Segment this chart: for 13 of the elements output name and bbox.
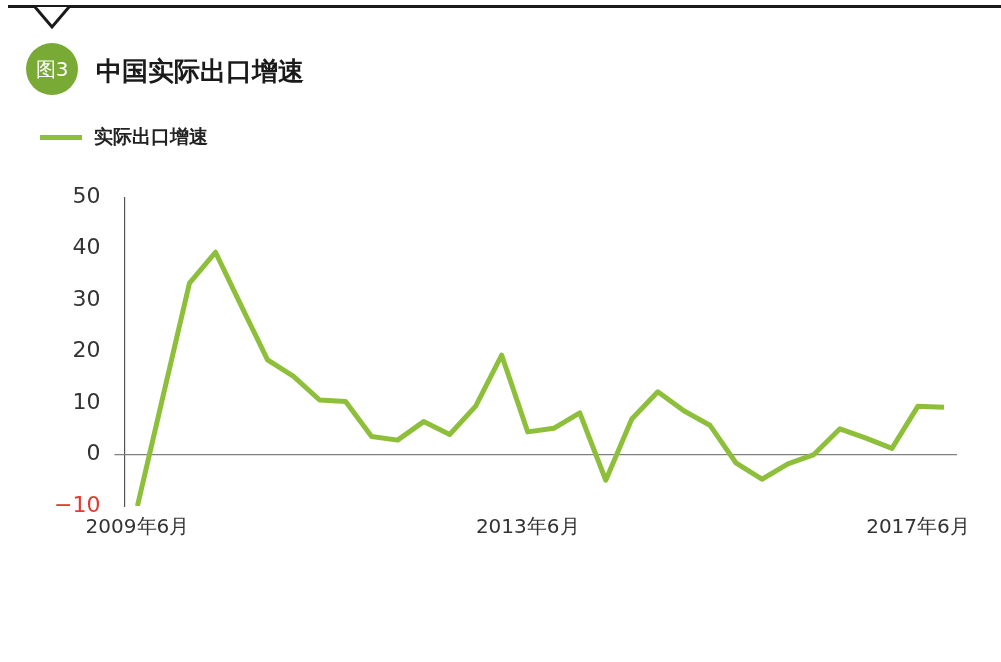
- chart-title: 中国实际出口增速: [96, 55, 304, 88]
- legend-label: 实际出口增速: [94, 124, 208, 149]
- x-tick-label: 2009年6月: [85, 514, 190, 539]
- caption: 图3: [26, 43, 78, 95]
- x-tick-label: 2013年6月: [475, 514, 580, 539]
- y-tick-label: −10: [53, 491, 101, 517]
- y-tick-label: 0: [86, 440, 101, 466]
- y-tick-label: 10: [72, 388, 101, 414]
- y-tick-label: 30: [72, 285, 101, 311]
- y-tick-label: 40: [72, 234, 101, 260]
- y-tick-label: 20: [72, 337, 101, 363]
- y-tick-label: 50: [72, 182, 101, 208]
- x-tick-label: 2017年6月: [866, 514, 970, 539]
